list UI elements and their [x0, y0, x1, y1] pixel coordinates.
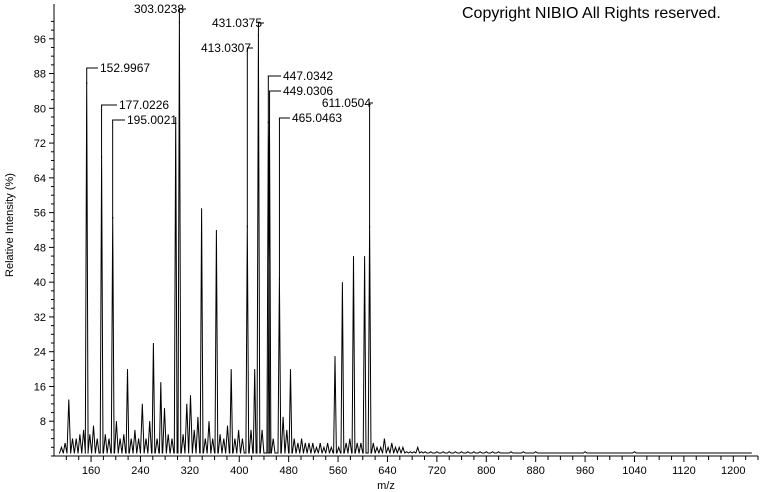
peak-label-leader	[257, 22, 264, 37]
x-tick-label: 400	[230, 465, 248, 477]
x-tick-label: 1040	[622, 465, 646, 477]
peak-label: 195.0021	[127, 113, 177, 127]
x-tick-label: 640	[378, 465, 396, 477]
x-axis-title: m/z	[377, 480, 395, 492]
peak-label: 152.9967	[100, 61, 150, 75]
peak-label-leader	[178, 8, 186, 24]
y-tick-label: 64	[34, 173, 46, 185]
peak-label: 177.0226	[119, 98, 169, 112]
y-tick-label: 32	[34, 312, 46, 324]
peak-label-leader	[246, 47, 253, 228]
y-tick-label: 56	[34, 208, 46, 220]
spectrum-trace	[58, 21, 752, 454]
y-tick-label: 40	[34, 277, 46, 289]
peak-label: 303.0238	[134, 2, 184, 16]
peak-label: 449.0306	[283, 84, 333, 98]
peak-label-leader	[369, 102, 373, 228]
x-tick-label: 960	[576, 465, 594, 477]
x-tick-label: 800	[477, 465, 495, 477]
y-tick-label: 72	[34, 138, 46, 150]
copyright-notice: Copyright NIBIO All Rights reserved.	[462, 5, 721, 22]
peak-label-leader	[101, 104, 117, 159]
y-tick-label: 80	[34, 103, 46, 115]
y-tick-label: 24	[34, 347, 46, 359]
y-axis-title: Relative Intensity (%)	[4, 173, 16, 277]
y-tick-label: 16	[34, 381, 46, 393]
peak-label-leader	[112, 119, 125, 219]
y-tick-label: 48	[34, 242, 46, 254]
x-tick-label: 1200	[721, 465, 745, 477]
x-tick-label: 720	[428, 465, 446, 477]
axes: 8 16 24 32 40 48 56 64 72 80 88 96 160 240 320 400 480 56…	[4, 4, 759, 492]
peak-label-leader	[278, 117, 290, 280]
peak-label-leader	[267, 75, 281, 124]
x-tick-label: 560	[329, 465, 347, 477]
plot-area	[58, 21, 752, 454]
x-tick-label: 320	[181, 465, 199, 477]
peak-label: 465.0463	[292, 111, 342, 125]
peak-label: 447.0342	[283, 69, 333, 83]
x-tick-label: 480	[279, 465, 297, 477]
peak-label: 611.0504	[322, 96, 371, 110]
x-tick-label: 240	[131, 465, 149, 477]
peak-label-leader	[269, 90, 281, 128]
y-tick-label: 96	[34, 34, 46, 46]
x-tick-label: 880	[527, 465, 545, 477]
peak-label: 431.0375	[212, 16, 262, 30]
x-tick-label: 160	[82, 465, 100, 477]
peak-label-leader	[86, 67, 98, 85]
y-tick-label: 88	[34, 69, 46, 81]
peak-label: 413.0307	[201, 41, 251, 55]
x-tick-label: 1120	[672, 465, 696, 477]
y-tick-label: 8	[40, 416, 46, 428]
